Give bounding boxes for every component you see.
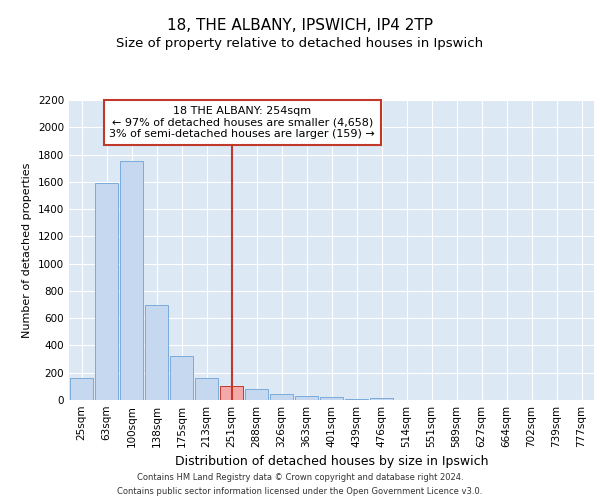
Text: 18, THE ALBANY, IPSWICH, IP4 2TP: 18, THE ALBANY, IPSWICH, IP4 2TP — [167, 18, 433, 32]
Y-axis label: Number of detached properties: Number of detached properties — [22, 162, 32, 338]
Text: 18 THE ALBANY: 254sqm
← 97% of detached houses are smaller (4,658)
3% of semi-de: 18 THE ALBANY: 254sqm ← 97% of detached … — [109, 106, 375, 139]
Text: Size of property relative to detached houses in Ipswich: Size of property relative to detached ho… — [116, 38, 484, 51]
X-axis label: Distribution of detached houses by size in Ipswich: Distribution of detached houses by size … — [175, 456, 488, 468]
Bar — [145, 304, 169, 400]
Bar — [119, 162, 143, 400]
Bar — [170, 356, 193, 400]
Bar — [95, 183, 118, 400]
Bar — [320, 398, 343, 400]
Bar — [245, 389, 268, 400]
Bar — [370, 398, 394, 400]
Bar — [220, 386, 244, 400]
Text: Contains public sector information licensed under the Open Government Licence v3: Contains public sector information licen… — [118, 486, 482, 496]
Text: Contains HM Land Registry data © Crown copyright and database right 2024.: Contains HM Land Registry data © Crown c… — [137, 473, 463, 482]
Bar — [295, 396, 319, 400]
Bar — [194, 378, 218, 400]
Bar — [269, 394, 293, 400]
Bar — [70, 378, 94, 400]
